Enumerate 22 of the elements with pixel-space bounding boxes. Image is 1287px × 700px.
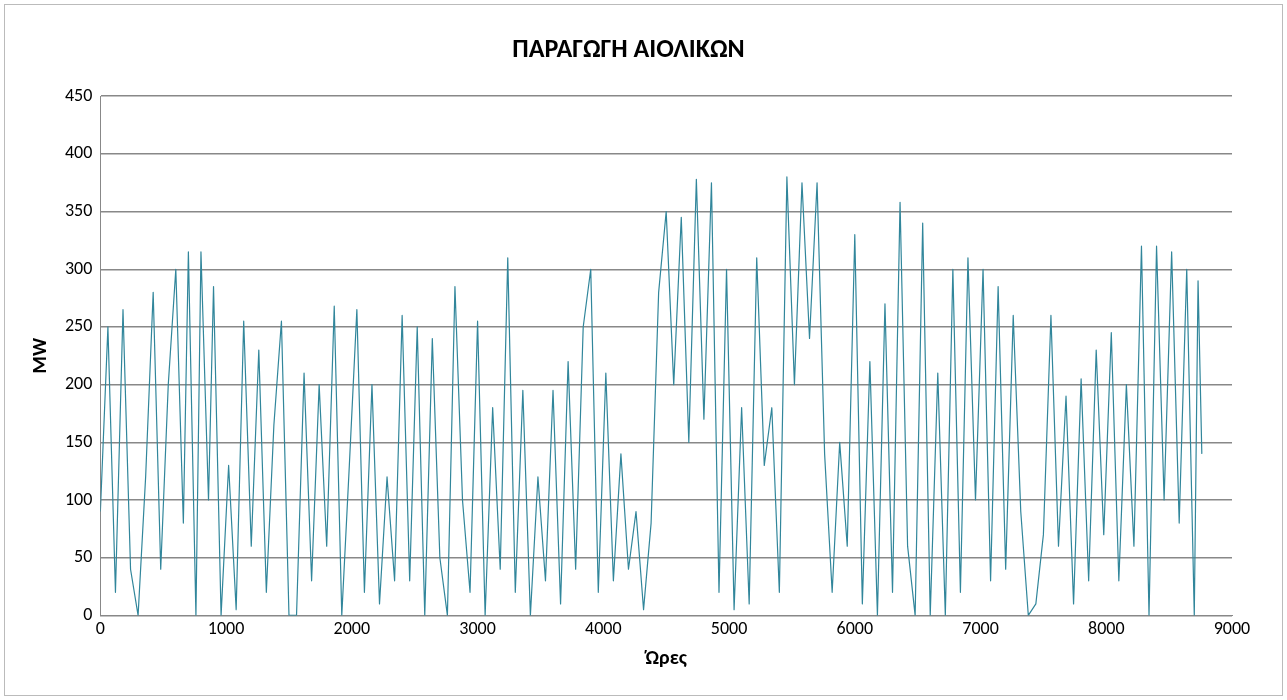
x-tick-label: 5000 (710, 616, 748, 639)
x-tick-label: 7000 (962, 616, 999, 639)
y-tick-label: 300 (64, 256, 93, 279)
y-tick-label: 50 (74, 545, 93, 568)
y-tick-label: 0 (83, 602, 93, 625)
y-tick-label: 250 (64, 314, 93, 337)
x-tick-label: 2000 (333, 616, 371, 639)
y-tick-label: 400 (64, 141, 93, 164)
y-tick-label: 450 (64, 83, 93, 106)
x-tick-label: 3000 (459, 616, 496, 639)
x-tick-label: 1000 (207, 616, 245, 639)
x-tick-label: 9000 (1213, 616, 1251, 639)
y-axis-title: MW (27, 337, 51, 374)
y-tick-label: 100 (64, 487, 93, 510)
x-tick-label: 4000 (585, 616, 622, 639)
chart-title: ΠΑΡΑΓΩΓΗ ΑΙΟΛΙΚΩΝ (512, 32, 745, 65)
y-tick-label: 200 (64, 372, 93, 395)
y-tick-label: 150 (64, 429, 93, 452)
y-tick-label: 350 (64, 199, 93, 222)
x-tick-label: 6000 (836, 616, 874, 639)
x-axis-title: Ώρες (643, 645, 688, 669)
x-tick-label: 8000 (1088, 616, 1125, 639)
